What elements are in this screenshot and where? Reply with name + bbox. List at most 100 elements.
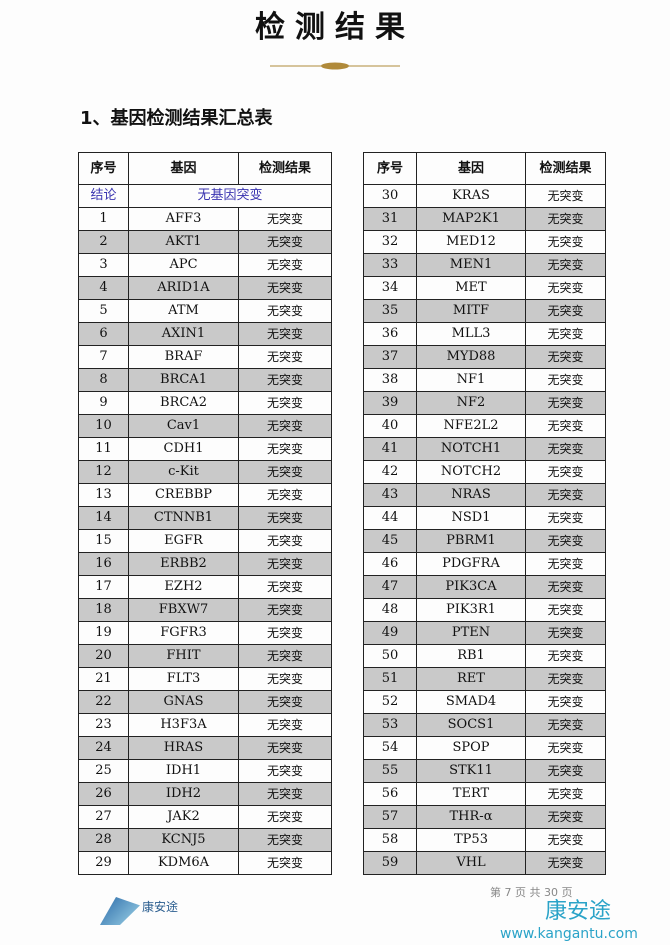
cell-index: 53 — [363, 713, 417, 737]
cell-gene: NRAS — [416, 483, 526, 507]
cell-index: 36 — [363, 322, 417, 346]
header-row: 序号 基因 检测结果 — [78, 152, 332, 185]
table-row: 40 NFE2L2 无突变 — [363, 414, 606, 438]
cell-result: 无突变 — [238, 667, 332, 691]
cell-gene: MET — [416, 276, 526, 300]
conclusion-label: 结论 — [78, 184, 129, 208]
cell-result: 无突变 — [525, 782, 606, 806]
cell-gene: NOTCH2 — [416, 460, 526, 484]
cell-gene: AKT1 — [128, 230, 239, 254]
cell-gene: HRAS — [128, 736, 239, 760]
table-row: 47 PIK3CA 无突变 — [363, 575, 606, 599]
cell-gene: EZH2 — [128, 575, 239, 599]
table-row: 27 JAK2 无突变 — [78, 805, 332, 829]
table-row: 7 BRAF 无突变 — [78, 345, 332, 369]
cell-result: 无突变 — [525, 345, 606, 369]
cell-result: 无突变 — [525, 299, 606, 323]
table-row: 23 H3F3A 无突变 — [78, 713, 332, 737]
cell-index: 46 — [363, 552, 417, 576]
cell-result: 无突变 — [238, 713, 332, 737]
cell-gene: ERBB2 — [128, 552, 239, 576]
cell-index: 43 — [363, 483, 417, 507]
cell-result: 无突变 — [525, 230, 606, 254]
cell-result: 无突变 — [238, 230, 332, 254]
cell-gene: BRCA1 — [128, 368, 239, 392]
cell-gene: Cav1 — [128, 414, 239, 438]
cell-gene: MITF — [416, 299, 526, 323]
cell-result: 无突变 — [238, 322, 332, 346]
table-row: 53 SOCS1 无突变 — [363, 713, 606, 737]
table-row: 17 EZH2 无突变 — [78, 575, 332, 599]
cell-gene: ATM — [128, 299, 239, 323]
cell-index: 7 — [78, 345, 129, 369]
table-row: 59 VHL 无突变 — [363, 851, 606, 875]
cell-result: 无突变 — [238, 621, 332, 645]
conclusion-value: 无基因突变 — [128, 184, 332, 208]
cell-index: 23 — [78, 713, 129, 737]
table-row: 11 CDH1 无突变 — [78, 437, 332, 461]
table-row: 43 NRAS 无突变 — [363, 483, 606, 507]
cell-gene: CREBBP — [128, 483, 239, 507]
table-row: 28 KCNJ5 无突变 — [78, 828, 332, 852]
cell-index: 12 — [78, 460, 129, 484]
cell-result: 无突变 — [238, 368, 332, 392]
cell-gene: MAP2K1 — [416, 207, 526, 231]
table-row: 25 IDH1 无突变 — [78, 759, 332, 783]
cell-result: 无突变 — [525, 690, 606, 714]
cell-index: 2 — [78, 230, 129, 254]
table-row: 12 c-Kit 无突变 — [78, 460, 332, 484]
cell-result: 无突变 — [238, 575, 332, 599]
cell-index: 41 — [363, 437, 417, 461]
table-row: 33 MEN1 无突变 — [363, 253, 606, 277]
cell-index: 11 — [78, 437, 129, 461]
cell-result: 无突变 — [525, 644, 606, 668]
table-row: 35 MITF 无突变 — [363, 299, 606, 323]
cell-index: 22 — [78, 690, 129, 714]
cell-gene: PTEN — [416, 621, 526, 645]
col-header-gene: 基因 — [128, 152, 239, 185]
cell-result: 无突变 — [525, 506, 606, 530]
cell-index: 45 — [363, 529, 417, 553]
cell-gene: NF2 — [416, 391, 526, 415]
table-row: 50 RB1 无突变 — [363, 644, 606, 668]
header-row: 序号 基因 检测结果 — [363, 152, 606, 185]
cell-gene: TP53 — [416, 828, 526, 852]
cell-gene: IDH2 — [128, 782, 239, 806]
cell-index: 49 — [363, 621, 417, 645]
table-row: 4 ARID1A 无突变 — [78, 276, 332, 300]
table-row: 15 EGFR 无突变 — [78, 529, 332, 553]
cell-gene: NOTCH1 — [416, 437, 526, 461]
cell-result: 无突变 — [525, 621, 606, 645]
cell-index: 18 — [78, 598, 129, 622]
cell-index: 57 — [363, 805, 417, 829]
logo-text: 康安途 — [142, 900, 179, 914]
table-row: 22 GNAS 无突变 — [78, 690, 332, 714]
cell-result: 无突变 — [238, 207, 332, 231]
cell-result: 无突变 — [238, 253, 332, 277]
cell-index: 37 — [363, 345, 417, 369]
gene-table-right: 序号 基因 检测结果 30 KRAS 无突变 31 MAP2K1 无突变 32 MED12 无突变 3… — [363, 152, 606, 875]
logo-icon — [100, 897, 140, 925]
table-row: 10 Cav1 无突变 — [78, 414, 332, 438]
cell-index: 54 — [363, 736, 417, 760]
cell-result: 无突变 — [525, 437, 606, 461]
cell-gene: BRCA2 — [128, 391, 239, 415]
cell-result: 无突变 — [525, 598, 606, 622]
cell-result: 无突变 — [525, 184, 606, 208]
cell-index: 29 — [78, 851, 129, 875]
cell-result: 无突变 — [238, 483, 332, 507]
table-row: 16 ERBB2 无突变 — [78, 552, 332, 576]
cell-gene: CDH1 — [128, 437, 239, 461]
col-header-index: 序号 — [363, 152, 417, 185]
cell-result: 无突变 — [238, 782, 332, 806]
cell-result: 无突变 — [525, 552, 606, 576]
page-title: 检测结果 — [255, 10, 415, 45]
cell-index: 47 — [363, 575, 417, 599]
watermark: 康安途 — [545, 899, 612, 924]
cell-index: 30 — [363, 184, 417, 208]
cell-index: 34 — [363, 276, 417, 300]
table-row: 13 CREBBP 无突变 — [78, 483, 332, 507]
cell-result: 无突变 — [238, 460, 332, 484]
cell-gene: AFF3 — [128, 207, 239, 231]
table-row: 52 SMAD4 无突变 — [363, 690, 606, 714]
